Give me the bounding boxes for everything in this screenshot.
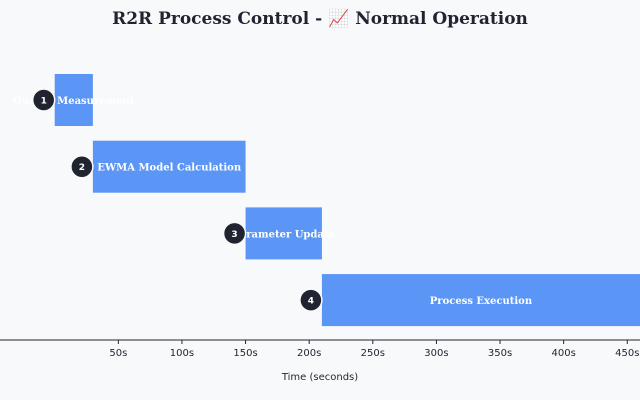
x-tick-label: 150s	[233, 348, 257, 359]
step-badge	[222, 221, 247, 246]
step-label: Process Execution	[430, 296, 533, 307]
step-2-group: EWMA Model Calculation 2	[70, 140, 246, 193]
x-tick-label: 450s	[615, 348, 639, 359]
x-axis-title: Time (seconds)	[281, 372, 358, 383]
step-label: EWMA Model Calculation	[97, 163, 241, 174]
x-tick-label: 400s	[552, 348, 576, 359]
step-badge-number: 1	[41, 97, 47, 107]
step-4-group: Process Execution 4	[299, 274, 640, 327]
step-bar	[321, 274, 640, 327]
step-label: Quality Measurement	[13, 96, 135, 107]
step-badge	[31, 88, 56, 112]
chart-title: R2R Process Control - 📈 Normal Operation	[112, 9, 528, 29]
step-badge	[70, 154, 94, 179]
x-tick-label: 200s	[297, 348, 321, 359]
step-badge-number: 3	[231, 230, 237, 240]
step-badge-number: 4	[308, 297, 314, 307]
step-badge-number: 2	[79, 163, 85, 173]
x-tick-label: 300s	[424, 348, 448, 359]
x-tick-label: 250s	[361, 348, 385, 359]
step-bar	[92, 140, 246, 193]
x-tick-label: 350s	[488, 348, 512, 359]
step-label: Parameter Update	[233, 229, 335, 240]
step-bar	[245, 207, 322, 260]
step-badge	[299, 288, 323, 312]
step-bar	[54, 74, 93, 126]
x-tick-label: 50s	[109, 348, 127, 359]
x-tick-label: 100s	[170, 348, 194, 359]
